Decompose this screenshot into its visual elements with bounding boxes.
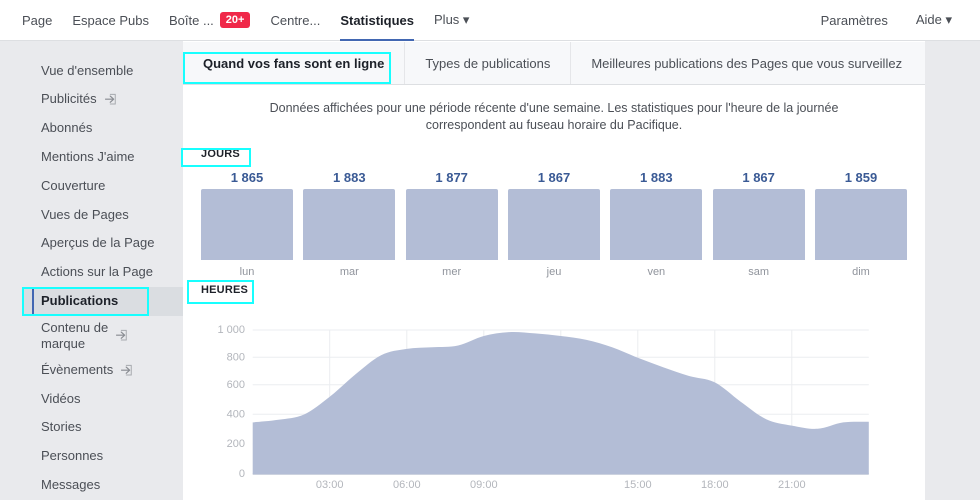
svg-text:21:00: 21:00: [778, 479, 806, 491]
svg-text:15:00: 15:00: [624, 479, 652, 491]
svg-text:0: 0: [239, 468, 245, 480]
svg-text:200: 200: [227, 438, 245, 450]
svg-text:06:00: 06:00: [393, 479, 421, 491]
svg-text:800: 800: [227, 352, 245, 364]
svg-text:600: 600: [227, 379, 245, 391]
svg-text:09:00: 09:00: [470, 479, 498, 491]
svg-text:400: 400: [227, 409, 245, 421]
svg-text:18:00: 18:00: [701, 479, 729, 491]
svg-text:03:00: 03:00: [316, 479, 344, 491]
svg-text:1 000: 1 000: [217, 324, 245, 336]
